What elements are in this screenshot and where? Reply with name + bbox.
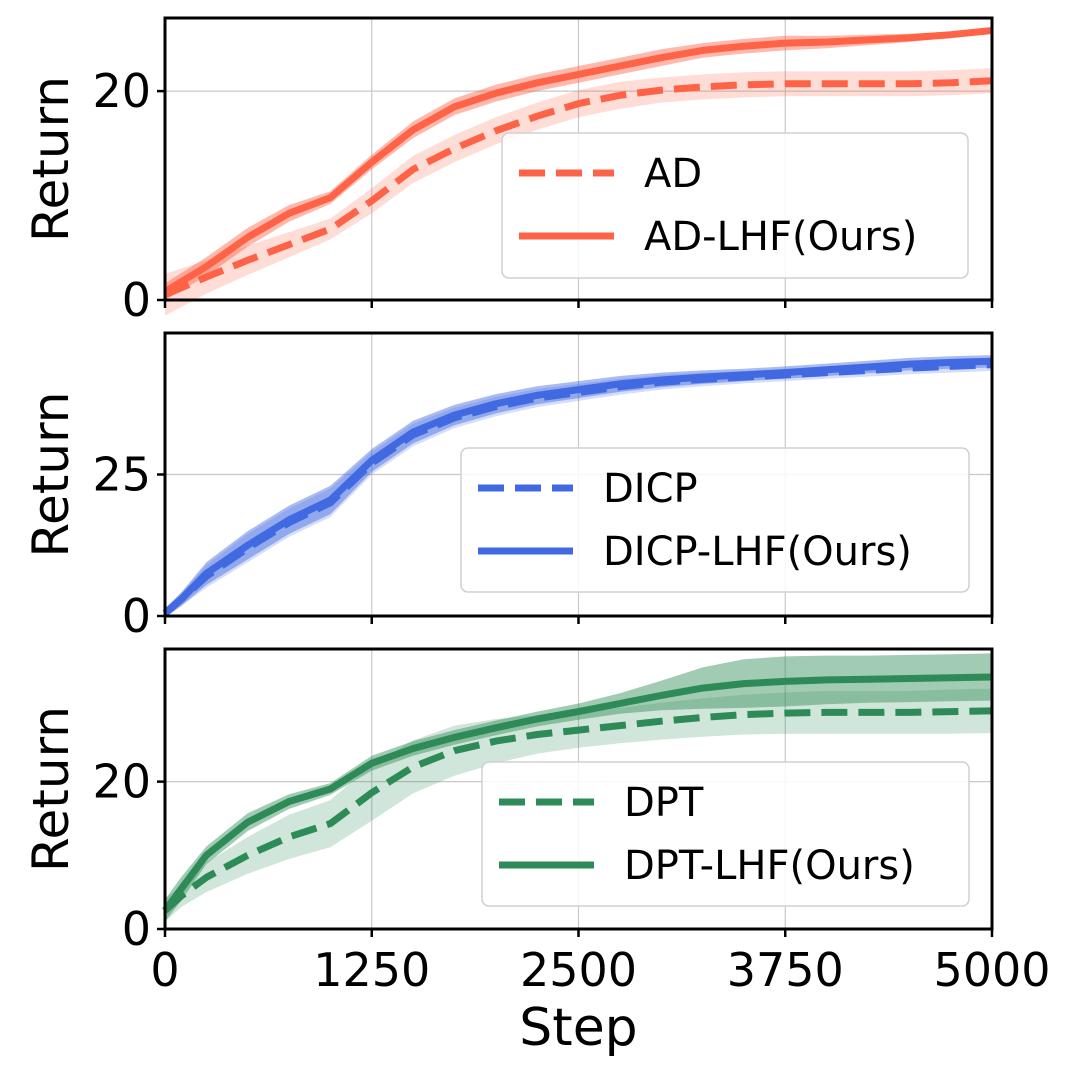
series-line-ad: [163, 77, 993, 299]
ticks-ad: 0 20: [92, 16, 994, 327]
bands-dicp: [165, 355, 992, 618]
legend-label: DPT-LHF(Ours): [624, 843, 915, 889]
x-axis-label: Step: [519, 998, 637, 1058]
x-tick-label: 0: [150, 943, 179, 997]
y-tick-label: 0: [122, 273, 151, 327]
band-dicp-lhf-ours-: [165, 355, 992, 618]
band-ad-lhf-ours-: [165, 27, 992, 301]
legend-box: [460, 447, 970, 593]
panel-ad: 0 20 AD AD-LHF(Ours) Return: [22, 16, 994, 327]
legend-dicp: DICP DICP-LHF(Ours): [460, 447, 970, 593]
legend-label: DICP-LHF(Ours): [603, 529, 912, 575]
y-axis-label-dpt: Return: [22, 706, 80, 872]
y-tick-label: 0: [122, 589, 151, 643]
legend-dpt: DPT DPT-LHF(Ours): [481, 761, 970, 907]
panel-dicp: 0 25 DICP DICP-LHF(Ours) Return: [22, 331, 994, 643]
y-axis-label-dicp: Return: [22, 392, 80, 558]
legend-label: DICP: [603, 466, 698, 512]
legend-label: DPT: [624, 780, 704, 826]
x-tick-label: 2500: [520, 943, 637, 997]
y-tick-label: 0: [122, 902, 151, 956]
lines-ad: [163, 27, 993, 299]
panel-dpt: 0 20 0 1250 2500 3750 5000 DPT DPT-LHF(Ours) Re…: [22, 647, 1051, 997]
ticks-dicp: 0 25: [92, 331, 994, 643]
series-line-dicp-lhf-ours-: [162, 357, 993, 616]
series-line-dpt: [162, 707, 993, 914]
y-tick-label: 20: [92, 64, 151, 118]
legend-label: AD-LHF(Ours): [644, 214, 917, 260]
legend-box: [501, 132, 969, 279]
y-axis-label-ad: Return: [22, 76, 80, 242]
series-line-ad-lhf-ours-: [163, 27, 993, 295]
legend-label: AD: [644, 151, 702, 197]
legend-box: [481, 761, 970, 907]
y-tick-label: 25: [92, 448, 151, 502]
x-tick-label: 1250: [313, 943, 430, 997]
legend-ad: AD AD-LHF(Ours): [501, 132, 969, 279]
lines-dicp: [162, 357, 993, 616]
x-tick-label: 5000: [933, 943, 1050, 997]
y-tick-label: 20: [92, 755, 151, 809]
band-ad: [165, 68, 992, 316]
bands-ad: [165, 27, 992, 316]
series-line-dpt-lhf-ours-: [162, 673, 993, 913]
x-tick-label: 3750: [727, 943, 844, 997]
lines-dpt: [162, 673, 993, 914]
ticks-dpt: 0 20 0 1250 2500 3750 5000: [92, 647, 1051, 997]
